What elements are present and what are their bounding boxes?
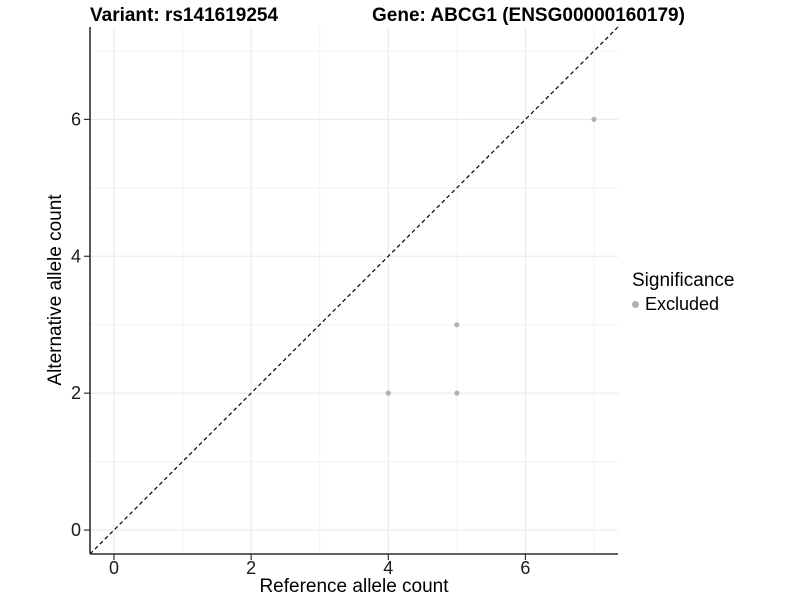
x-tick-label: 4 [383, 558, 393, 578]
legend-item-excluded: Excluded [632, 294, 734, 315]
y-tick-label: 4 [71, 246, 81, 266]
x-axis-title: Reference allele count [259, 576, 449, 597]
plot-title-gene: Gene: ABCG1 (ENSG00000160179) [372, 5, 685, 26]
y-axis-title: Alternative allele count [45, 194, 66, 386]
data-point [591, 116, 597, 122]
data-point [454, 322, 460, 328]
data-point [385, 390, 391, 396]
data-point [454, 390, 460, 396]
legend-item-label: Excluded [645, 294, 720, 314]
legend-key-dot-icon [632, 301, 639, 308]
legend: Significance Excluded [632, 270, 734, 315]
y-tick-label: 6 [71, 109, 81, 129]
x-tick-label: 2 [246, 558, 256, 578]
legend-title: Significance [632, 270, 735, 291]
plot-title-variant: Variant: rs141619254 [90, 5, 279, 26]
x-tick-label: 0 [109, 558, 119, 578]
x-tick-label: 6 [520, 558, 530, 578]
y-tick-label: 0 [71, 520, 81, 540]
y-tick-label: 2 [71, 383, 81, 403]
identity-reference-line [89, 26, 619, 555]
